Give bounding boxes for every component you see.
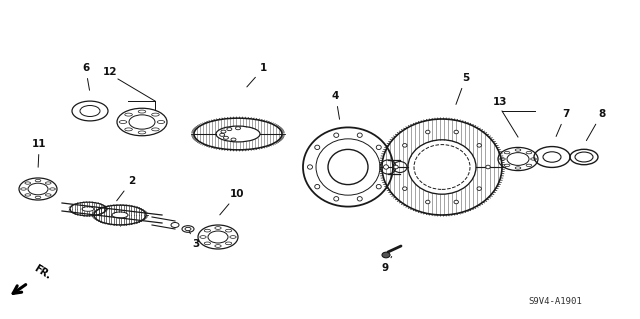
Text: 2: 2 (116, 176, 135, 201)
Ellipse shape (383, 165, 388, 169)
Ellipse shape (486, 165, 490, 169)
Text: 1: 1 (247, 63, 268, 87)
Ellipse shape (454, 130, 458, 134)
Ellipse shape (223, 136, 228, 139)
Ellipse shape (376, 145, 381, 150)
Ellipse shape (357, 197, 362, 201)
Ellipse shape (403, 187, 407, 190)
Ellipse shape (477, 144, 481, 147)
Ellipse shape (227, 128, 232, 131)
Text: 8: 8 (586, 109, 605, 141)
Text: 4: 4 (332, 91, 340, 119)
Text: 3: 3 (189, 232, 199, 249)
Ellipse shape (307, 165, 312, 169)
Text: 6: 6 (82, 63, 90, 90)
Ellipse shape (220, 133, 225, 136)
Text: 13: 13 (493, 97, 508, 107)
Ellipse shape (426, 130, 430, 134)
Ellipse shape (333, 197, 339, 201)
Ellipse shape (403, 144, 407, 147)
Ellipse shape (315, 145, 320, 150)
Text: 11: 11 (32, 139, 47, 167)
Ellipse shape (357, 133, 362, 137)
Ellipse shape (382, 252, 390, 258)
Text: 9: 9 (382, 256, 392, 273)
Text: FR.: FR. (32, 263, 52, 281)
Ellipse shape (454, 200, 458, 204)
Ellipse shape (221, 130, 226, 133)
Ellipse shape (231, 138, 236, 141)
Ellipse shape (426, 200, 430, 204)
Text: S9V4-A1901: S9V4-A1901 (528, 296, 582, 306)
Ellipse shape (315, 184, 320, 189)
Ellipse shape (376, 184, 381, 189)
Text: 7: 7 (556, 109, 570, 137)
Ellipse shape (477, 187, 481, 190)
Ellipse shape (394, 165, 398, 169)
Ellipse shape (333, 133, 339, 137)
Text: 12: 12 (103, 67, 117, 77)
Text: 5: 5 (456, 73, 469, 104)
Ellipse shape (236, 127, 241, 130)
Text: 10: 10 (220, 189, 244, 215)
